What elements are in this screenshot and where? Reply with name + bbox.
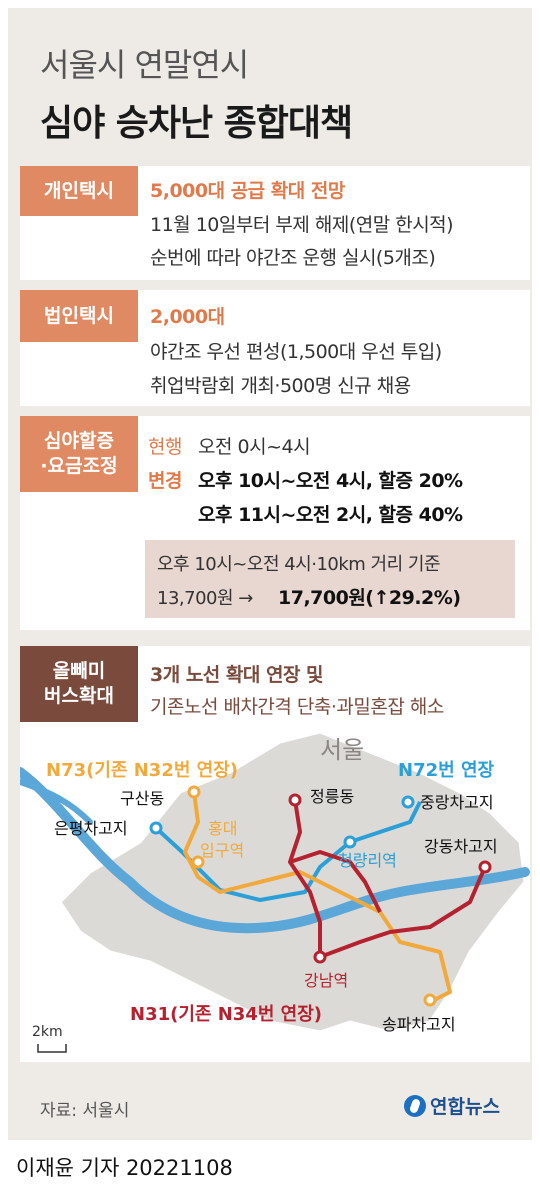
city-label: 서울 bbox=[320, 736, 364, 764]
stop-marker-songpa bbox=[423, 993, 437, 1007]
personal-taxi-card: 개인택시 5,000대 공급 확대 전망 11월 10일부터 부제 해제(연말 … bbox=[20, 166, 530, 280]
yonhap-logo: 연합뉴스 bbox=[404, 1092, 500, 1119]
subtitle: 서울시 연말연시 bbox=[40, 46, 249, 84]
stop-label-gangnam: 강남역 bbox=[304, 971, 348, 990]
stop-marker-gangnam bbox=[313, 950, 327, 964]
han-river-tributary bbox=[17, 779, 93, 825]
yonhap-logo-icon bbox=[404, 1094, 426, 1117]
surcharge-tag-line1: 심야할증 bbox=[44, 430, 114, 453]
stop-marker-jeongneung bbox=[288, 793, 302, 807]
map-svg: 서울 N73(기존 N32번 연장) N72번 연장 N31(기존 N34번 연… bbox=[15, 730, 530, 1053]
stop-label-songpa: 송파차고지 bbox=[382, 1015, 456, 1034]
route-n31-label: N31(기존 N34번 연장) bbox=[130, 1004, 322, 1025]
stop-label-cheongnyangni: 청량리역 bbox=[338, 851, 397, 870]
surcharge-tag-line2: ·요금조정 bbox=[40, 455, 118, 477]
stop-label-gangdong: 강동차고지 bbox=[424, 837, 498, 856]
bus-headline: 3개 노선 확대 연장 및 bbox=[150, 664, 324, 686]
change-label: 변경 bbox=[148, 470, 182, 492]
stop-label-jeongneung: 정릉동 bbox=[310, 787, 354, 806]
personal-taxi-line2: 순번에 따라 야간조 운행 실시(5개조) bbox=[150, 247, 436, 269]
personal-taxi-headline: 5,000대 공급 확대 전망 bbox=[150, 180, 345, 202]
scale-label: 2km bbox=[32, 1024, 63, 1040]
fare-example-box bbox=[145, 540, 515, 618]
stop-marker-junglang bbox=[401, 795, 415, 809]
corporate-taxi-card: 법인택시 2,000대 야간조 우선 편성(1,500대 우선 투입) 취업박람… bbox=[20, 290, 530, 406]
bus-tag: 올빼미 버스확대 bbox=[20, 646, 138, 722]
fare-example-line1: 오후 10시~오전 4시·10km 거리 기준 bbox=[157, 554, 441, 575]
stop-marker-cheongnyangni bbox=[343, 835, 357, 849]
stop-marker-gusan bbox=[187, 785, 201, 799]
bus-line1: 기존노선 배차간격 단축·과밀혼잡 해소 bbox=[150, 696, 444, 718]
surcharge-card: 심야할증 ·요금조정 현행 오전 0시~4시 변경 오후 10시~오전 4시, … bbox=[20, 416, 530, 630]
reporter-credit: 이재윤 기자 20221108 bbox=[16, 1156, 233, 1180]
current-value: 오전 0시~4시 bbox=[198, 436, 311, 458]
yonhap-logo-text: 연합뉴스 bbox=[430, 1096, 500, 1118]
fare-old: 13,700원 → bbox=[157, 588, 253, 609]
corporate-taxi-line1: 야간조 우선 편성(1,500대 우선 투입) bbox=[150, 341, 442, 363]
surcharge-tag: 심야할증 ·요금조정 bbox=[20, 416, 138, 492]
change-value-1: 오후 10시~오전 4시, 할증 20% bbox=[198, 470, 463, 492]
route-n31-branch bbox=[289, 850, 382, 913]
page-title: 심야 승차난 종합대책 bbox=[40, 103, 353, 144]
stop-marker-gangdong bbox=[478, 860, 492, 874]
route-n73-label: N73(기존 N32번 연장) bbox=[46, 760, 238, 781]
corporate-taxi-tag: 법인택시 bbox=[20, 290, 138, 342]
stop-label-junglang: 중랑차고지 bbox=[420, 793, 494, 812]
current-label: 현행 bbox=[148, 436, 182, 458]
corporate-taxi-headline: 2,000대 bbox=[150, 306, 225, 328]
stop-label-gusan: 구산동 bbox=[120, 789, 164, 808]
scale-bar bbox=[37, 1044, 67, 1053]
corporate-taxi-line2: 취업박람회 개최·500명 신규 채용 bbox=[150, 375, 411, 397]
bus-route-map: 서울 N73(기존 N32번 연장) N72번 연장 N31(기존 N34번 연… bbox=[15, 730, 530, 1062]
route-n72-label: N72번 연장 bbox=[398, 760, 494, 781]
route-n73-line bbox=[183, 791, 452, 1004]
stop-marker-hongdae bbox=[191, 855, 205, 869]
stop-label-hongdae-2: 입구역 bbox=[200, 841, 244, 860]
bus-tag-line1: 올빼미 bbox=[52, 660, 106, 683]
bus-tag-line2: 버스확대 bbox=[44, 685, 114, 707]
stop-label-hongdae-1: 홍대 bbox=[208, 819, 237, 838]
personal-taxi-tag: 개인택시 bbox=[20, 166, 138, 216]
stop-label-eunpyeong: 은평차고지 bbox=[54, 819, 128, 838]
han-river bbox=[15, 767, 530, 934]
source-note: 자료: 서울시 bbox=[40, 1101, 130, 1121]
stop-marker-eunpyeong bbox=[149, 821, 163, 835]
personal-taxi-line1: 11월 10일부터 부제 해제(연말 한시적) bbox=[150, 214, 454, 236]
change-value-2: 오후 11시~오전 2시, 할증 40% bbox=[198, 504, 463, 526]
fare-new: 17,700원(↑29.2%) bbox=[278, 587, 461, 609]
